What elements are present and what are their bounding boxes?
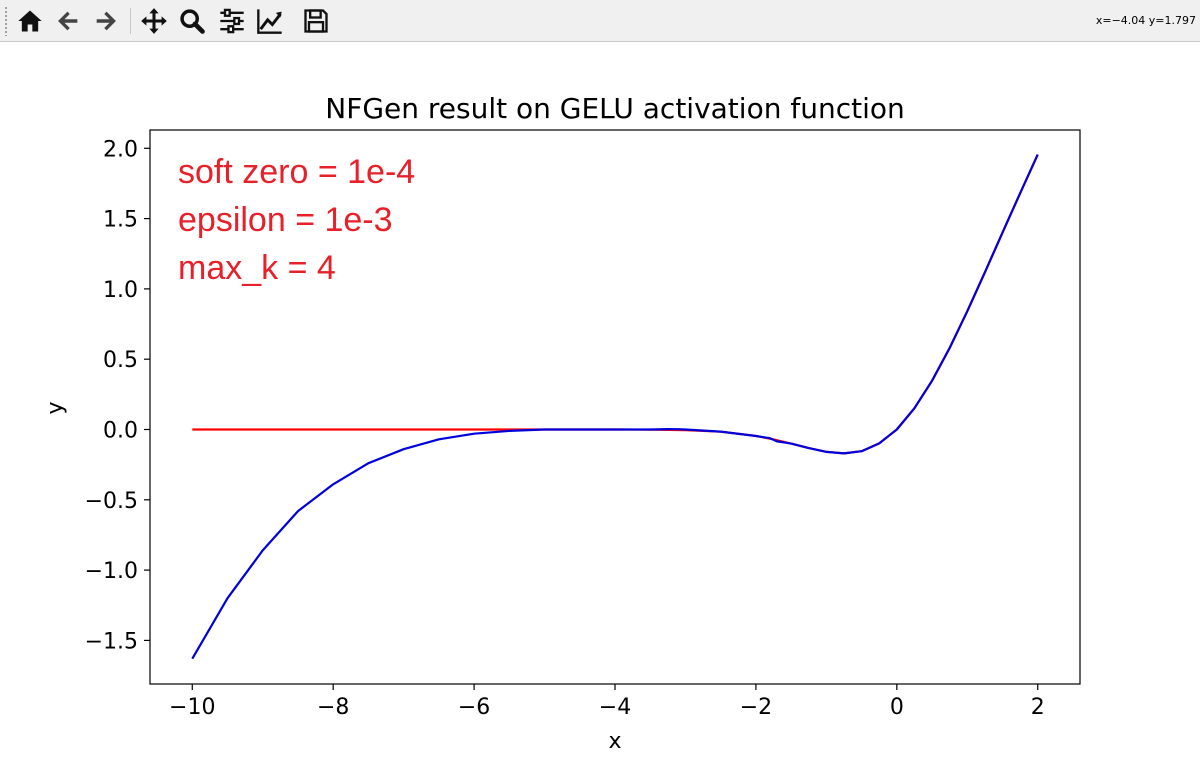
navigation-toolbar: x=−4.04 y=1.797 xyxy=(0,0,1200,42)
x-tick-label: −4 xyxy=(599,695,631,720)
annotation-line-2: epsilon = 1e-3 xyxy=(178,201,393,239)
axes-frame xyxy=(149,129,1081,685)
edit-axis-button[interactable] xyxy=(254,5,286,37)
x-tick-label: 2 xyxy=(1031,695,1045,720)
y-tick-label: −1.5 xyxy=(85,629,138,654)
y-tick-label: 1.5 xyxy=(103,208,138,233)
y-tick-label: −1.0 xyxy=(85,559,138,584)
x-tick-label: −2 xyxy=(740,695,772,720)
x-tick-label: −6 xyxy=(458,695,490,720)
configure-subplots-button[interactable] xyxy=(216,5,248,37)
back-button[interactable] xyxy=(52,5,84,37)
y-tick-label: −0.5 xyxy=(85,489,138,514)
y-tick-label: 2.0 xyxy=(103,137,138,162)
chart[interactable]: NFGen result on GELU activation function… xyxy=(0,42,1200,763)
configure-subplots-icon xyxy=(220,8,244,34)
approximation-curve xyxy=(191,154,1039,660)
forward-icon xyxy=(96,11,116,31)
annotation-line-3: max_k = 4 xyxy=(178,249,336,287)
toolbar-grip[interactable] xyxy=(4,6,8,36)
annotation-line-1: soft zero = 1e-4 xyxy=(178,153,415,191)
pan-button[interactable] xyxy=(138,5,170,37)
cursor-coordinates: x=−4.04 y=1.797 xyxy=(1095,14,1196,27)
home-icon xyxy=(18,10,42,32)
pan-icon xyxy=(141,8,167,34)
back-icon xyxy=(58,11,78,31)
chart-title: NFGen result on GELU activation function xyxy=(325,92,904,125)
edit-axis-icon xyxy=(257,9,282,34)
save-button[interactable] xyxy=(300,5,332,37)
zoom-icon xyxy=(180,9,205,34)
y-tick-label: 1.0 xyxy=(103,278,138,303)
toolbar-separator xyxy=(130,8,131,34)
y-tick-label: 0.0 xyxy=(103,418,138,443)
x-tick-label: 0 xyxy=(890,695,904,720)
x-axis-label: x xyxy=(608,729,621,754)
forward-button[interactable] xyxy=(90,5,122,37)
figure-canvas[interactable]: NFGen result on GELU activation function… xyxy=(0,42,1200,763)
save-icon xyxy=(304,9,328,33)
target-curve xyxy=(192,154,1039,455)
y-tick-label: 0.5 xyxy=(103,348,138,373)
x-tick-label: −10 xyxy=(169,695,215,720)
home-button[interactable] xyxy=(14,5,46,37)
x-tick-label: −8 xyxy=(317,695,349,720)
y-axis-label: y xyxy=(43,401,68,414)
zoom-button[interactable] xyxy=(176,5,208,37)
